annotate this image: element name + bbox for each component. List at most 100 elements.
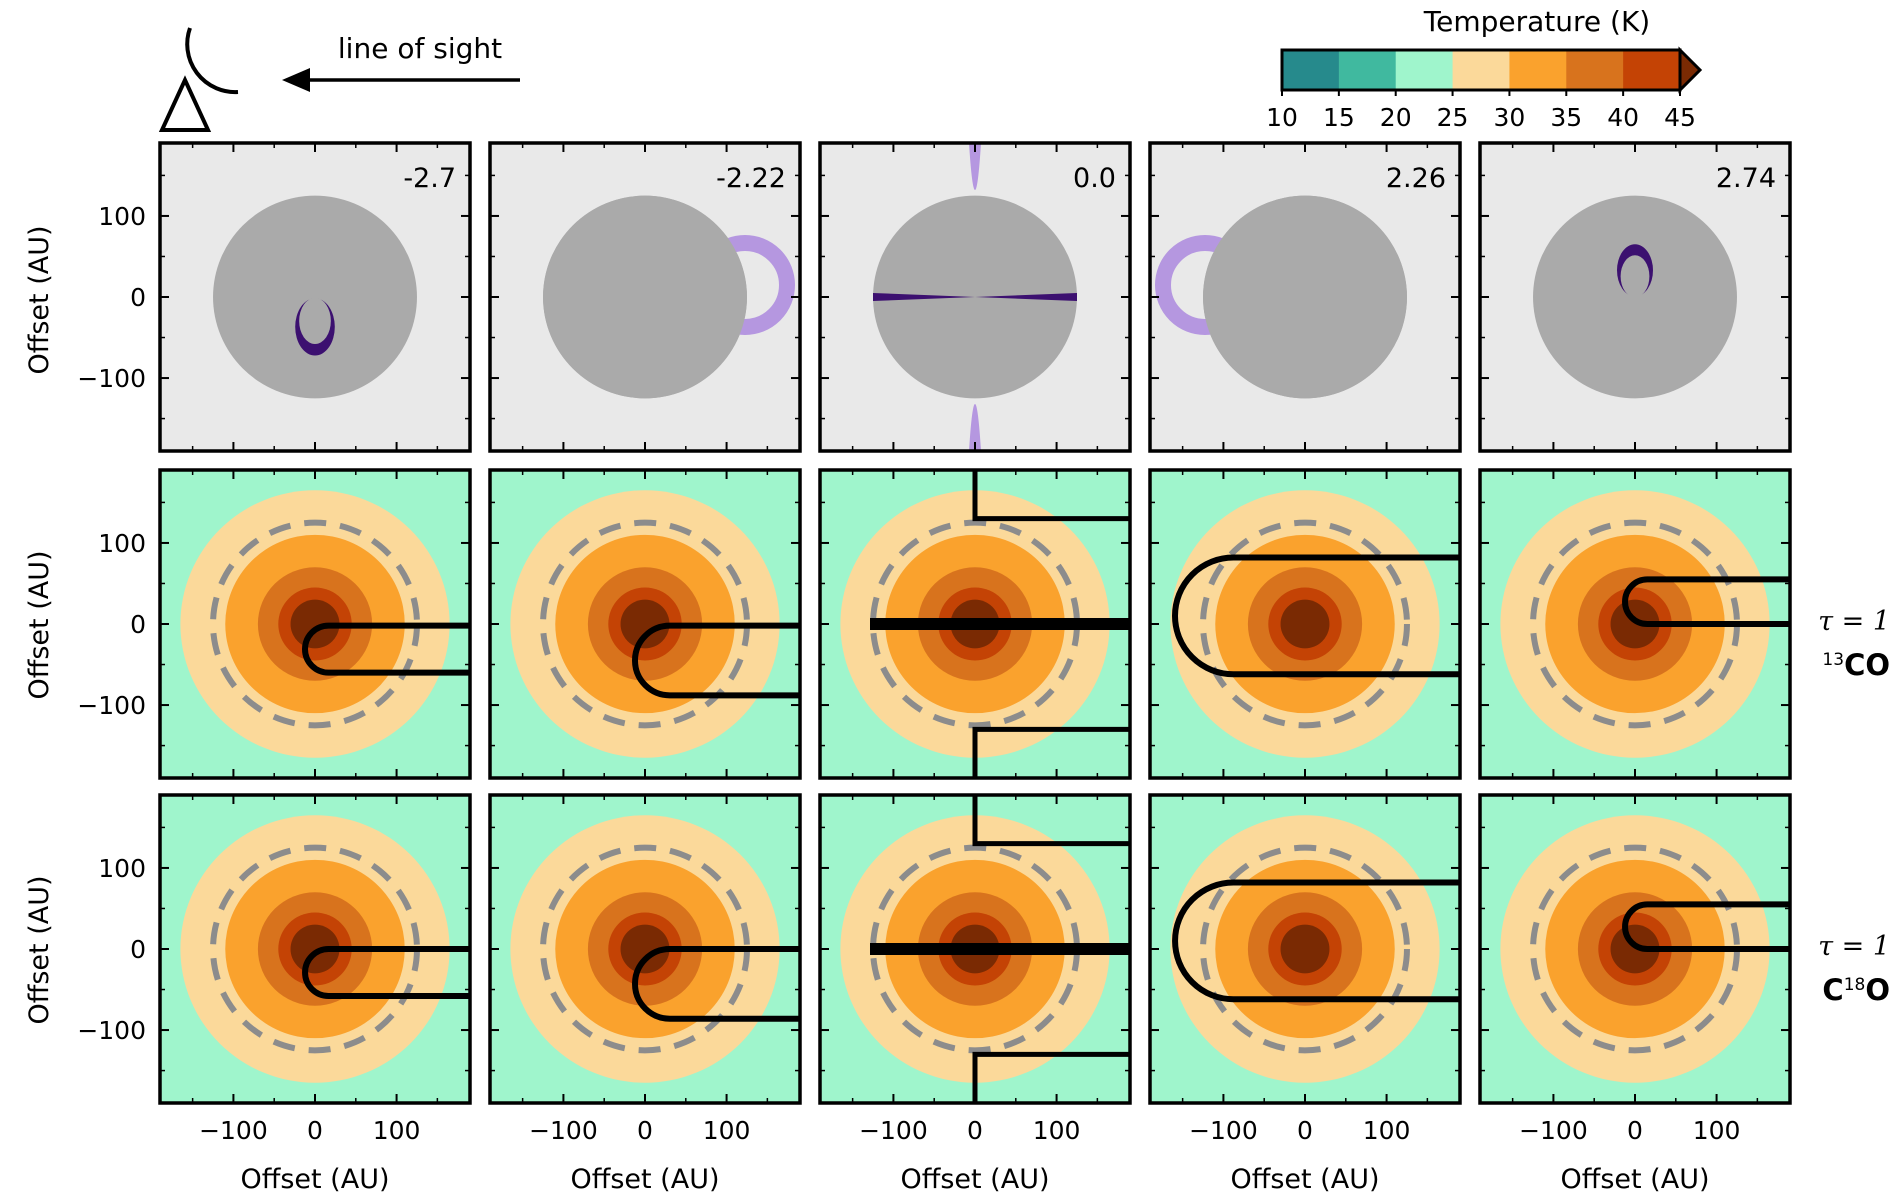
dashed-ring — [1200, 519, 1410, 729]
x-tick-label: 100 — [1033, 1116, 1081, 1145]
line-of-sight-label: line of sight — [338, 32, 502, 65]
temperature-contour — [1610, 599, 1660, 649]
colorbar-tick-label: 35 — [1550, 103, 1582, 132]
tau-surface — [870, 618, 1130, 630]
x-axis-titles: Offset (AU) Offset (AU) Offset (AU) Offset … — [240, 1164, 1709, 1195]
temperature-contour — [1280, 924, 1330, 974]
colorbar-segment — [1395, 50, 1454, 90]
tau-surface — [870, 943, 1130, 955]
colorbar-tick-label: 15 — [1323, 103, 1355, 132]
outer-ring-feature — [543, 195, 795, 399]
tau-surface — [1172, 554, 1460, 678]
panel-grid: -2.7 100 0 −100 -2.22 0.0 2.26 2.74 100 0 −100 100 0… — [77, 141, 1792, 1145]
panel-ticks — [820, 143, 1130, 451]
colorbar-tick-label: 25 — [1437, 103, 1469, 132]
temperature-colorbar: 10 15 20 25 30 35 40 45 — [1266, 46, 1703, 132]
colorbar-segment — [1623, 50, 1681, 90]
colorbar-segment — [1282, 50, 1340, 90]
tau-surface-branch — [972, 470, 1130, 778]
emission-feature — [873, 293, 975, 301]
panel-r2-c5 — [1478, 468, 1792, 780]
row2-tau-label: τ = 1 — [1818, 606, 1890, 637]
colorbar-segment — [1566, 50, 1624, 90]
panel-r3-c4: −100 0 100 — [1148, 793, 1462, 1145]
x-tick-label: 100 — [1363, 1116, 1411, 1145]
temperature-contour — [290, 924, 340, 974]
tau-surface — [632, 946, 800, 1022]
panel-r1-c4: 2.26 — [1148, 141, 1462, 453]
colorbar-segment — [1509, 50, 1567, 90]
tau-surface — [302, 946, 470, 1000]
y-tick-label: 0 — [130, 283, 146, 312]
x-axis-title: Offset (AU) — [1230, 1164, 1379, 1195]
x-axis-title: Offset (AU) — [900, 1164, 1049, 1195]
disk-shadow — [213, 195, 417, 399]
panel-ticks — [160, 143, 470, 451]
panel-r3-c1: 100 0 −100 −100 0 100 — [77, 793, 472, 1145]
colorbar-frame — [1280, 48, 1682, 92]
x-tick-label: −100 — [1189, 1116, 1258, 1145]
panel-ticks — [1150, 795, 1460, 1103]
panel-r1-c2: -2.22 — [488, 141, 802, 453]
panel-ticks — [1480, 143, 1790, 451]
colorbar-segment — [1338, 50, 1397, 90]
colorbar-title: Temperature (K) — [1423, 5, 1650, 38]
colorbar-tick-label: 40 — [1607, 103, 1639, 132]
colorbar-tick-label: 20 — [1380, 103, 1412, 132]
line-of-sight-arrow — [282, 68, 520, 92]
y-tick-label: 100 — [98, 202, 146, 231]
x-tick-label: 0 — [1297, 1116, 1313, 1145]
tau-surface-branch — [972, 795, 1130, 1103]
tau-surface — [302, 622, 470, 676]
temperature-contour — [1610, 924, 1660, 974]
panel-ticks — [1150, 143, 1460, 451]
x-tick-label: 0 — [307, 1116, 323, 1145]
x-tick-label: 100 — [1693, 1116, 1741, 1145]
x-axis-title: Offset (AU) — [240, 1164, 389, 1195]
panel-r2-c1: 100 0 −100 — [77, 468, 472, 780]
row2-species-label: 13CO — [1822, 648, 1890, 682]
x-tick-label: 100 — [703, 1116, 751, 1145]
temperature-contour — [1280, 599, 1330, 649]
panel-r3-c3: −100 0 100 — [818, 793, 1132, 1145]
x-tick-label: 100 — [373, 1116, 421, 1145]
velocity-label: -2.22 — [716, 163, 786, 194]
panel-ticks — [1480, 795, 1790, 1103]
x-tick-label: −100 — [529, 1116, 598, 1145]
velocity-label: 0.0 — [1073, 163, 1116, 194]
y-tick-label: 0 — [130, 610, 146, 639]
colorbar-segment — [1452, 50, 1510, 90]
y-tick-label: −100 — [77, 364, 146, 393]
y-tick-label: −100 — [77, 691, 146, 720]
temperature-contour — [620, 599, 670, 649]
panel-r3-c2: −100 0 100 — [488, 793, 802, 1145]
panel-r2-c3 — [818, 468, 1132, 780]
panel-r2-c2 — [488, 468, 802, 780]
x-tick-label: −100 — [199, 1116, 268, 1145]
velocity-label: -2.7 — [403, 163, 456, 194]
velocity-label: 2.74 — [1716, 163, 1776, 194]
colorbar-tick-label: 45 — [1664, 103, 1696, 132]
row3-ylabel: Offset (AU) — [24, 875, 55, 1024]
row2-ylabel: Offset (AU) — [24, 550, 55, 699]
colorbar-tick-label: 10 — [1266, 103, 1298, 132]
panel-ticks — [820, 795, 1130, 1103]
outer-ring-feature — [1155, 195, 1407, 399]
temperature-contour — [620, 924, 670, 974]
colorbar-tick-label: 30 — [1494, 103, 1526, 132]
panel-r1-c1: -2.7 100 0 −100 — [77, 141, 472, 453]
panel-ticks — [1480, 470, 1790, 778]
panel-ticks — [490, 795, 800, 1103]
emission-feature — [975, 293, 1077, 301]
x-tick-label: 0 — [967, 1116, 983, 1145]
row1-ylabel: Offset (AU) — [24, 225, 55, 374]
panel-ticks — [490, 143, 800, 451]
x-tick-label: 0 — [1627, 1116, 1643, 1145]
panel-r2-c4 — [1148, 468, 1462, 780]
y-tick-label: 100 — [98, 854, 146, 883]
y-tick-label: 0 — [130, 935, 146, 964]
tau-surface — [1172, 879, 1460, 1003]
panel-r1-c3: 0.0 — [818, 141, 1132, 453]
panel-ticks — [160, 795, 470, 1103]
